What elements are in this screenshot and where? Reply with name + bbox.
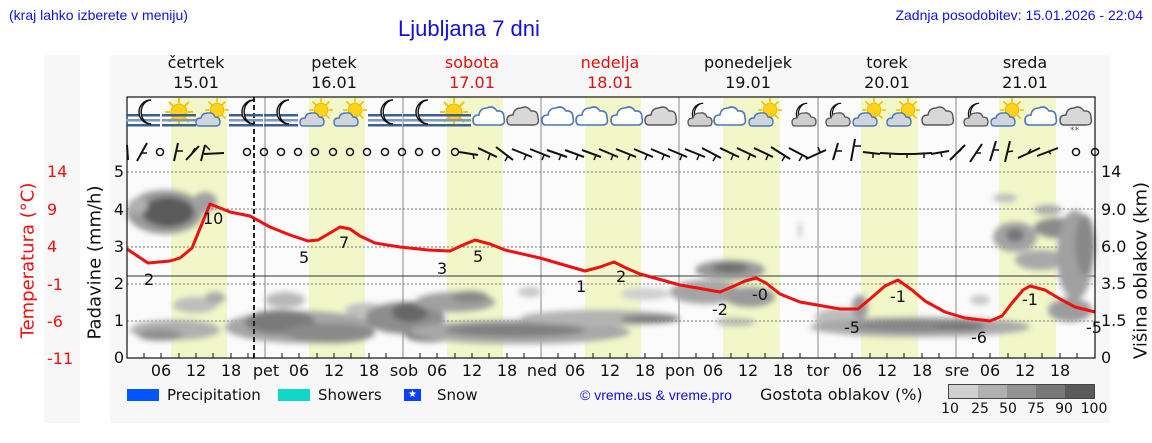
cloud-density-scale — [948, 384, 1095, 399]
svg-text:2: 2 — [144, 270, 154, 289]
wind-barbs — [126, 138, 1100, 163]
temperature-labels: 2 10 5 7 3 5 1 2 -2 -0 -5 -1 -6 -1 -5 — [144, 209, 1102, 347]
last-update: Zadnja posodobitev: 15.01.2026 - 22:04 — [895, 7, 1143, 23]
page-title: Ljubljana 7 dni — [398, 16, 540, 41]
day-header: ponedeljek 19.01 — [704, 53, 792, 92]
temp-tick: 4 — [47, 237, 58, 256]
x-ticks — [143, 353, 1078, 358]
legend-snow: ★ Snow — [404, 386, 477, 404]
cloud-tick: 3.5 — [1101, 274, 1127, 293]
temp-tick: -11 — [47, 349, 74, 368]
day-header: sreda 21.01 — [1002, 53, 1048, 92]
svg-text:10: 10 — [203, 209, 223, 228]
svg-text:1: 1 — [576, 277, 586, 296]
day-header: četrtek 15.01 — [167, 53, 225, 92]
cloud-tick: 14 — [1101, 162, 1122, 181]
cloud-tick: 0 — [1101, 348, 1112, 367]
day-header: torek 20.01 — [864, 53, 910, 92]
svg-text:**: ** — [1070, 126, 1080, 136]
location-hint: (kraj lahko izberete v meniju) — [9, 7, 188, 23]
precipitation-swatch — [127, 389, 159, 401]
precip-tick: 5 — [113, 162, 124, 181]
svg-text:-5: -5 — [844, 318, 860, 337]
svg-text:5: 5 — [473, 247, 483, 266]
copyright-link[interactable]: © vreme.us & vreme.pro — [580, 387, 732, 403]
svg-text:-1: -1 — [1022, 290, 1038, 309]
day-header: petek 16.01 — [311, 53, 357, 92]
precip-tick: 4 — [113, 200, 124, 219]
temp-tick: 14 — [47, 162, 68, 181]
svg-text:-0: -0 — [752, 285, 768, 304]
svg-text:3: 3 — [437, 259, 447, 278]
precip-tick: 2 — [113, 274, 124, 293]
temp-tick: -1 — [47, 275, 63, 294]
weather-icons: ** — [126, 97, 1093, 136]
cloud-density-title: Gostota oblakov (%) — [760, 385, 923, 404]
svg-text:-6: -6 — [971, 328, 987, 347]
svg-text:2: 2 — [616, 267, 626, 286]
temp-tick: -6 — [47, 312, 63, 331]
legend-precipitation: Precipitation — [127, 386, 261, 404]
temperature-line — [126, 202, 1096, 323]
precip-tick: 1 — [113, 311, 124, 330]
cloud-tick: 1.5 — [1101, 311, 1127, 330]
legend-showers: Showers — [278, 386, 382, 404]
temp-tick: 9 — [47, 200, 58, 219]
snow-star-icon: ★ — [404, 389, 421, 401]
precip-tick: 3 — [113, 237, 124, 256]
cloud-tick: 6.0 — [1101, 237, 1127, 256]
cloud-tick: 9.0 — [1101, 200, 1127, 219]
precip-tick: 0 — [113, 348, 124, 367]
svg-text:-5: -5 — [1086, 318, 1102, 337]
svg-text:-1: -1 — [890, 287, 906, 306]
temperature-axis-panel — [44, 55, 80, 423]
svg-text:7: 7 — [339, 233, 349, 252]
day-header: nedelja 18.01 — [580, 53, 640, 92]
day-header: sobota 17.01 — [444, 53, 500, 92]
svg-text:5: 5 — [299, 248, 309, 267]
svg-text:-2: -2 — [712, 300, 728, 319]
showers-swatch — [278, 389, 310, 401]
cloud-density-overlay — [127, 190, 1095, 344]
